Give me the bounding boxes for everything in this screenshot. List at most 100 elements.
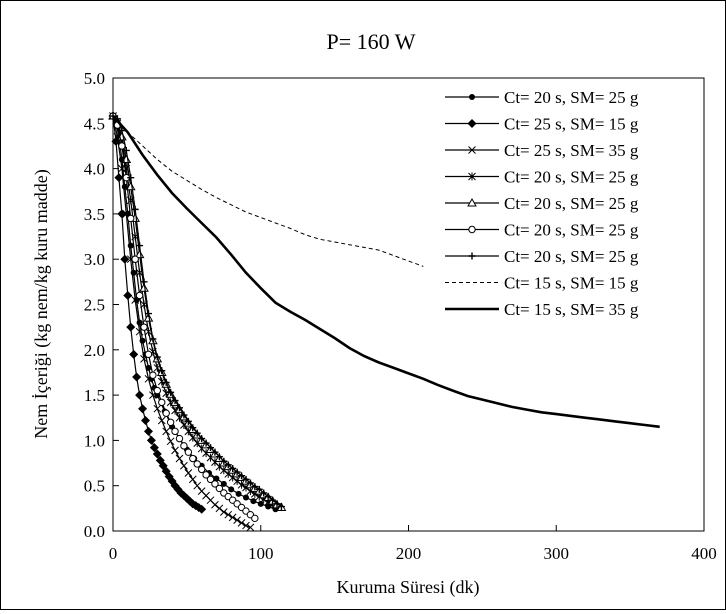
x-tick-label: 0 [109,544,118,563]
series-1 [108,111,207,514]
data-point [162,409,170,417]
legend-label: Ct= 20 s, SM= 25 g [504,194,639,213]
x-axis-label: Kuruma Süresi (dk) [337,577,480,598]
legend-label: Ct= 20 s, SM= 25 g [504,88,639,107]
y-tick-label: 4.5 [84,114,105,133]
x-tick-label: 400 [691,544,717,563]
data-point [149,371,157,379]
data-point [131,205,139,213]
data-point [144,350,153,359]
data-point [184,448,193,456]
data-point [122,146,130,154]
data-point [228,486,235,493]
data-point [171,427,179,436]
data-point [251,483,259,491]
y-tick-label: 2.5 [84,296,105,315]
data-point [127,214,135,223]
data-point [149,443,159,453]
data-point [135,390,145,400]
data-point [469,94,475,100]
legend-label: Ct= 15 s, SM= 15 g [504,274,639,293]
legend-item: Ct= 20 s, SM= 25 g [445,194,639,213]
data-point [126,322,136,332]
data-point [120,254,130,264]
data-point [220,457,228,465]
data-point [467,197,477,207]
data-point [143,426,153,436]
data-point [264,493,272,501]
data-point [213,475,220,482]
legend: Ct= 20 s, SM= 25 g Ct= 25 s, SM= 15 g Ct= … [445,88,639,319]
data-point [193,460,201,468]
data-point [143,313,154,322]
data-point [152,449,162,459]
legend-item: Ct= 25 s, SM= 35 g [445,141,639,160]
data-point [114,173,124,183]
data-point [277,503,285,511]
series-8 [112,115,660,429]
data-point [136,242,144,250]
data-point [162,378,170,386]
data-point [215,504,224,513]
data-point [468,252,476,260]
data-point [180,442,188,450]
data-point [171,397,179,405]
data-point [180,461,188,470]
legend-item: Ct= 20 s, SM= 25 g [445,247,639,266]
data-point [255,485,263,493]
y-tick-label: 2.0 [84,341,105,360]
legend-label: Ct= 15 s, SM= 35 g [504,300,639,319]
data-point [233,468,241,476]
data-point [162,427,171,436]
data-point [238,472,246,480]
data-point [235,490,242,497]
data-point [127,174,135,182]
data-point [188,475,197,484]
series-7 [112,115,424,267]
data-point [193,429,201,437]
series-3 [109,112,277,509]
data-point [211,448,219,456]
data-point [260,489,268,497]
data-point [242,521,250,530]
data-point [158,367,166,375]
series-6 [109,112,285,511]
legend-item: Ct= 20 s, SM= 25 g [445,168,639,187]
data-point [257,500,264,507]
data-point [175,454,184,463]
series-0 [110,113,279,513]
data-point [153,404,162,413]
data-point [180,411,188,419]
data-point [211,480,219,488]
legend-label: Ct= 20 s, SM= 25 g [504,221,639,240]
data-point [109,112,117,120]
data-point [251,514,259,523]
data-point [117,209,127,219]
data-point [215,484,224,493]
data-point [224,461,232,469]
x-tick-label: 300 [544,544,570,563]
series-line [112,115,256,519]
data-point [184,469,193,477]
y-tick-label: 3.0 [84,250,105,269]
x-tick-label: 100 [248,544,274,563]
data-point [242,475,250,483]
series-5 [109,112,259,523]
data-point [207,444,215,452]
data-point [193,481,202,490]
data-point [140,278,148,286]
data-point [149,335,157,343]
data-point [153,353,161,361]
data-point [118,142,126,150]
legend-label: Ct= 25 s, SM= 15 g [504,115,639,134]
data-point [139,283,149,292]
data-point [132,372,142,382]
data-point [237,518,246,527]
data-point [166,418,175,426]
data-point [219,508,228,516]
data-point [220,480,227,487]
data-point [134,249,145,259]
legend-item: Ct= 20 s, SM= 25 g [445,88,639,107]
